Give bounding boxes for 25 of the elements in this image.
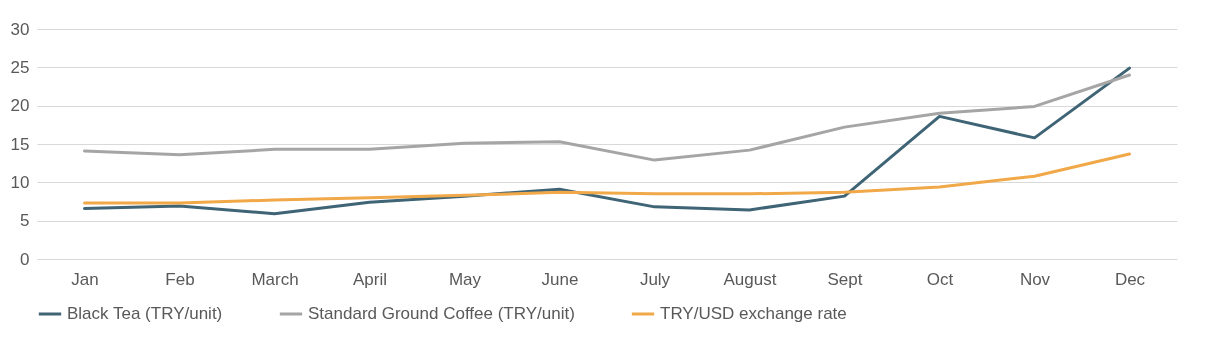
x-tick-label: Jan — [71, 269, 99, 289]
x-tick-label: Dec — [1114, 269, 1146, 289]
x-tick-label: May — [448, 269, 482, 289]
legend-label: Standard Ground Coffee (TRY/unit) — [308, 304, 575, 323]
y-tick-label: 25 — [10, 57, 30, 77]
x-tick-label: June — [541, 269, 579, 289]
y-tick-label: 0 — [20, 249, 30, 269]
legend-label: Black Tea (TRY/unit) — [67, 304, 223, 323]
line-series — [83, 66, 1131, 216]
x-tick-label: April — [352, 269, 388, 289]
y-tick-label: 20 — [10, 96, 30, 116]
line-series — [83, 152, 1131, 205]
x-tick-label: Nov — [1019, 269, 1051, 289]
y-tick-label: 5 — [20, 211, 30, 231]
line-series — [83, 73, 1131, 162]
x-tick-label: March — [251, 269, 299, 289]
legend-label: TRY/USD exchange rate — [660, 304, 847, 323]
x-tick-label: Oct — [926, 269, 954, 289]
x-tick-label: August — [723, 269, 777, 289]
x-tick-label: Sept — [827, 269, 863, 289]
x-tick-label: Feb — [165, 269, 195, 289]
x-tick-label: July — [639, 269, 671, 289]
y-tick-label: 30 — [10, 19, 30, 39]
y-tick-label: 10 — [10, 172, 30, 192]
y-tick-label: 15 — [10, 134, 30, 154]
